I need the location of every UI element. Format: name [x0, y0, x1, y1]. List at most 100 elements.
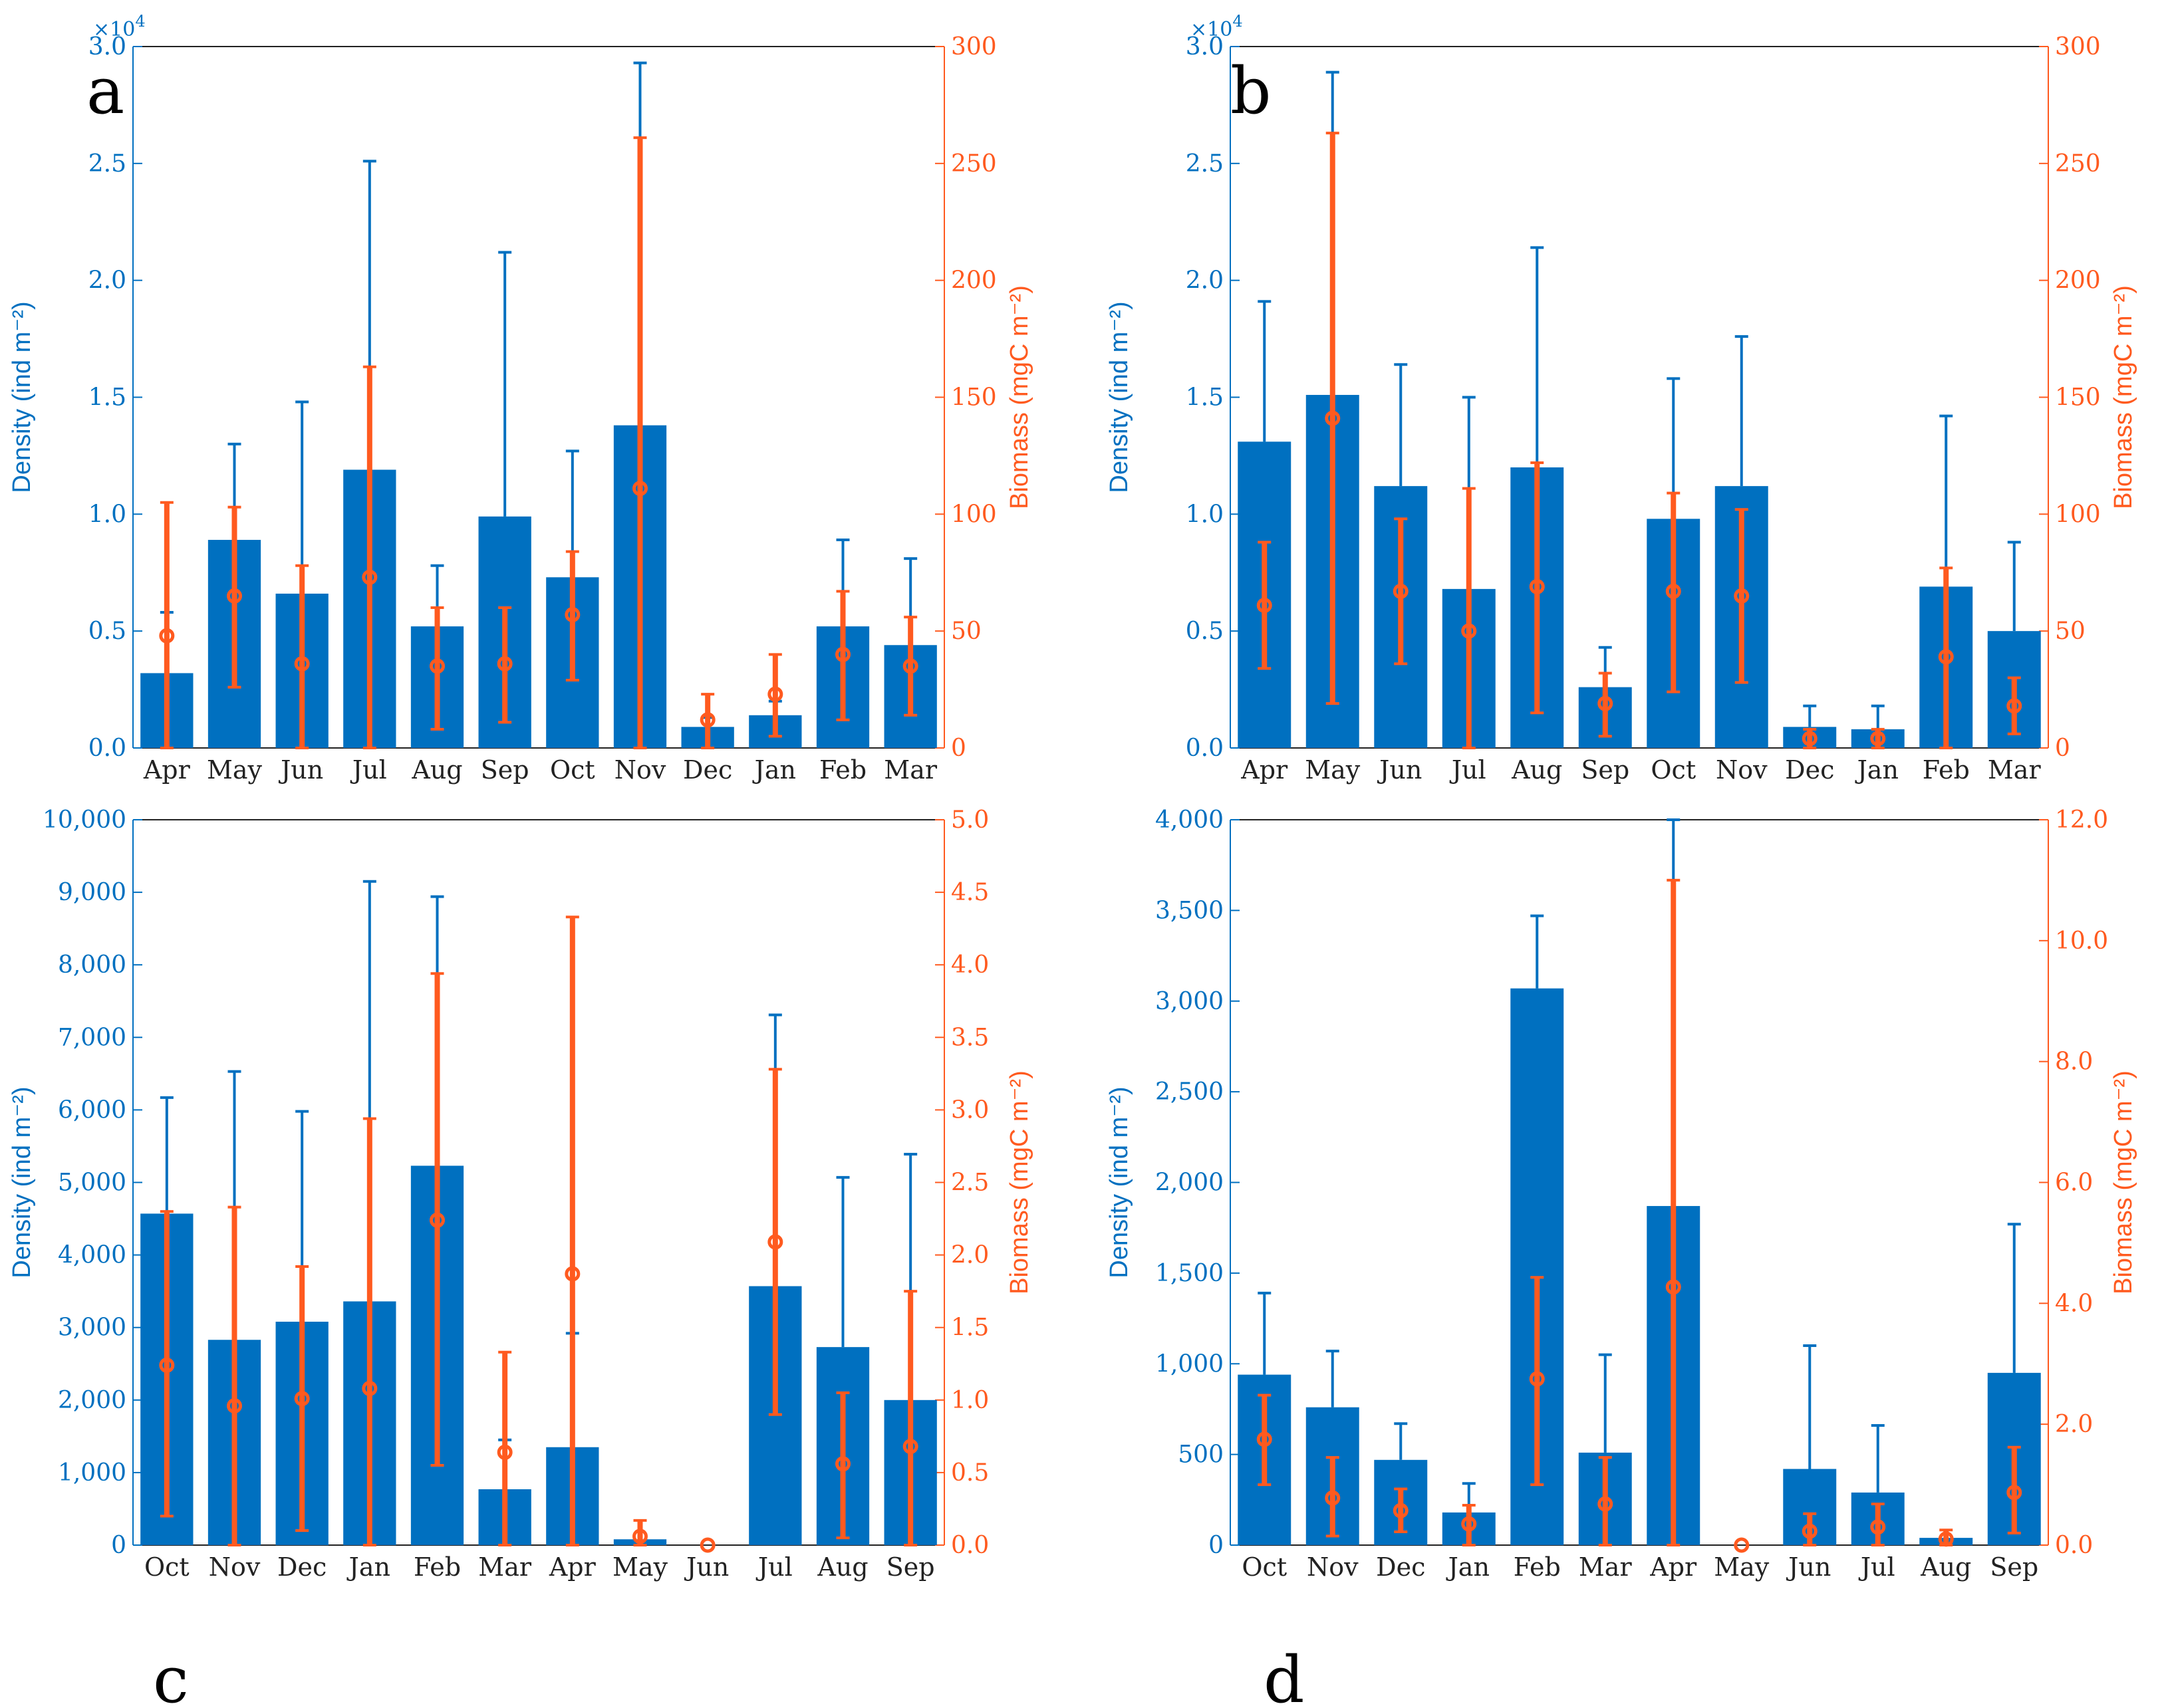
x-tick-label: Jan: [752, 755, 796, 785]
x-tick-label: Jun: [684, 1552, 729, 1582]
left-tick-label: 2.5: [88, 150, 126, 178]
biomass-point: [1802, 1523, 1818, 1539]
biomass-point: [1597, 695, 1613, 711]
chart-panel-c: 0 1,000 2,000 3,000 4,000 5,000 6,000 7,000 8,00…: [8, 806, 1033, 1708]
biomass-point: [1393, 583, 1409, 599]
x-tick-label: Dec: [277, 1552, 327, 1582]
left-tick-label: 4,000: [58, 1242, 126, 1269]
x-tick-label: Nov: [209, 1552, 261, 1582]
x-tick-label: May: [207, 755, 263, 785]
x-tick-label: Oct: [1651, 755, 1696, 785]
biomass-point: [497, 656, 513, 671]
right-tick-label: 12.0: [2055, 806, 2108, 834]
x-tick-label: Feb: [414, 1552, 461, 1582]
x-tick-label: Sep: [1581, 755, 1629, 785]
left-tick-label: 500: [1178, 1441, 1224, 1469]
biomass-point: [2006, 698, 2022, 714]
biomass-point: [497, 1444, 513, 1460]
x-tick-label: Mar: [1579, 1552, 1633, 1582]
x-tick-label: Apr: [549, 1552, 597, 1582]
y-scale-power: 4: [1232, 12, 1242, 31]
x-tick-label: Jul: [755, 1552, 793, 1582]
chart-panel-b: 0.0 0.5 1.0 1.5 2.0 2.5 3.0 0 50 100 150 200 250 300 ×…: [1105, 12, 2137, 785]
left-tick-label: 3,500: [1155, 897, 1224, 924]
left-axis-label: Density (ind m⁻²): [8, 301, 36, 493]
x-tick-label: Mar: [1988, 755, 2042, 785]
left-tick-label: 1,000: [58, 1459, 126, 1487]
left-tick-label: 2.0: [1186, 267, 1224, 295]
left-tick-label: 2,000: [1155, 1169, 1224, 1197]
x-tick-label: Apr: [1240, 755, 1288, 785]
left-tick-label: 8,000: [58, 951, 126, 979]
biomass-point: [902, 658, 918, 674]
y-scale-exponent: ×104: [1190, 12, 1243, 41]
right-tick-label: 150: [951, 384, 997, 412]
y-scale-power: 4: [135, 12, 145, 31]
left-tick-label: 2,500: [1155, 1078, 1224, 1106]
biomass-point: [1529, 1371, 1545, 1387]
right-tick-label: 300: [2055, 33, 2101, 61]
biomass-point: [1734, 1537, 1750, 1553]
biomass-point: [1870, 1519, 1886, 1535]
panel-letter: a: [86, 54, 124, 128]
x-tick-label: Sep: [886, 1552, 935, 1582]
biomass-point: [1870, 731, 1886, 747]
left-tick-label: 0.5: [1186, 618, 1224, 645]
biomass-point: [227, 588, 242, 604]
right-tick-label: 6.0: [2055, 1169, 2093, 1197]
right-axis-label: Biomass (mgC m⁻²): [2109, 1070, 2137, 1294]
right-tick-label: 5.0: [951, 806, 989, 834]
left-axis-label: Density (ind m⁻²): [1105, 301, 1133, 493]
biomass-point: [1665, 583, 1681, 599]
left-tick-label: 3.0: [1186, 33, 1224, 61]
right-tick-label: 4.0: [951, 951, 989, 979]
right-axis-label: Biomass (mgC m⁻²): [1006, 1070, 1033, 1294]
biomass-point: [1597, 1496, 1613, 1512]
biomass-point: [835, 646, 851, 662]
x-tick-label: Nov: [1307, 1552, 1359, 1582]
chart-panel-d: 0 500 1,000 1,500 2,000 2,500 3,000 3,500 4,000 0…: [1105, 806, 2137, 1708]
left-tick-label: 1,500: [1155, 1260, 1224, 1287]
right-tick-label: 50: [2055, 618, 2086, 645]
left-tick-label: 6,000: [58, 1096, 126, 1124]
biomass-point: [835, 1456, 851, 1472]
x-tick-label: Jan: [1446, 1552, 1490, 1582]
x-tick-label: Jul: [1449, 755, 1486, 785]
left-tick-label: 1.5: [88, 384, 126, 412]
right-tick-label: 250: [951, 150, 997, 178]
biomass-point: [1665, 1279, 1681, 1295]
x-tick-label: Nov: [1716, 755, 1768, 785]
left-tick-label: 10,000: [43, 806, 126, 834]
biomass-point: [1256, 1431, 1272, 1447]
x-tick-label: Jun: [278, 755, 323, 785]
biomass-point: [430, 658, 445, 674]
x-tick-label: Oct: [1242, 1552, 1287, 1582]
x-tick-label: May: [1714, 1552, 1770, 1582]
x-tick-label: May: [1305, 755, 1361, 785]
x-tick-label: Dec: [1785, 755, 1834, 785]
right-tick-label: 8.0: [2055, 1048, 2093, 1076]
biomass-point: [2006, 1485, 2022, 1501]
x-tick-label: Mar: [478, 1552, 532, 1582]
biomass-point: [1529, 578, 1545, 594]
left-tick-label: 0: [1208, 1532, 1224, 1559]
biomass-point: [362, 1380, 378, 1396]
biomass-point: [632, 481, 648, 497]
biomass-point: [565, 1266, 581, 1282]
left-axis-label: Density (ind m⁻²): [8, 1086, 36, 1278]
x-tick-label: Jul: [1858, 1552, 1895, 1582]
biomass-point: [227, 1398, 242, 1414]
biomass-point: [362, 569, 378, 585]
x-tick-label: Jul: [350, 755, 387, 785]
x-tick-label: Feb: [1923, 755, 1970, 785]
y-scale-exponent: ×104: [93, 12, 146, 41]
left-tick-label: 0.5: [88, 618, 126, 645]
left-tick-label: 7,000: [58, 1024, 126, 1051]
biomass-point: [767, 1234, 783, 1250]
x-tick-label: Aug: [411, 755, 462, 785]
x-tick-label: Aug: [817, 1552, 868, 1582]
left-tick-label: 5,000: [58, 1169, 126, 1197]
left-tick-label: 3,000: [1155, 988, 1224, 1015]
left-tick-label: 1.5: [1186, 384, 1224, 412]
biomass-point: [767, 686, 783, 702]
